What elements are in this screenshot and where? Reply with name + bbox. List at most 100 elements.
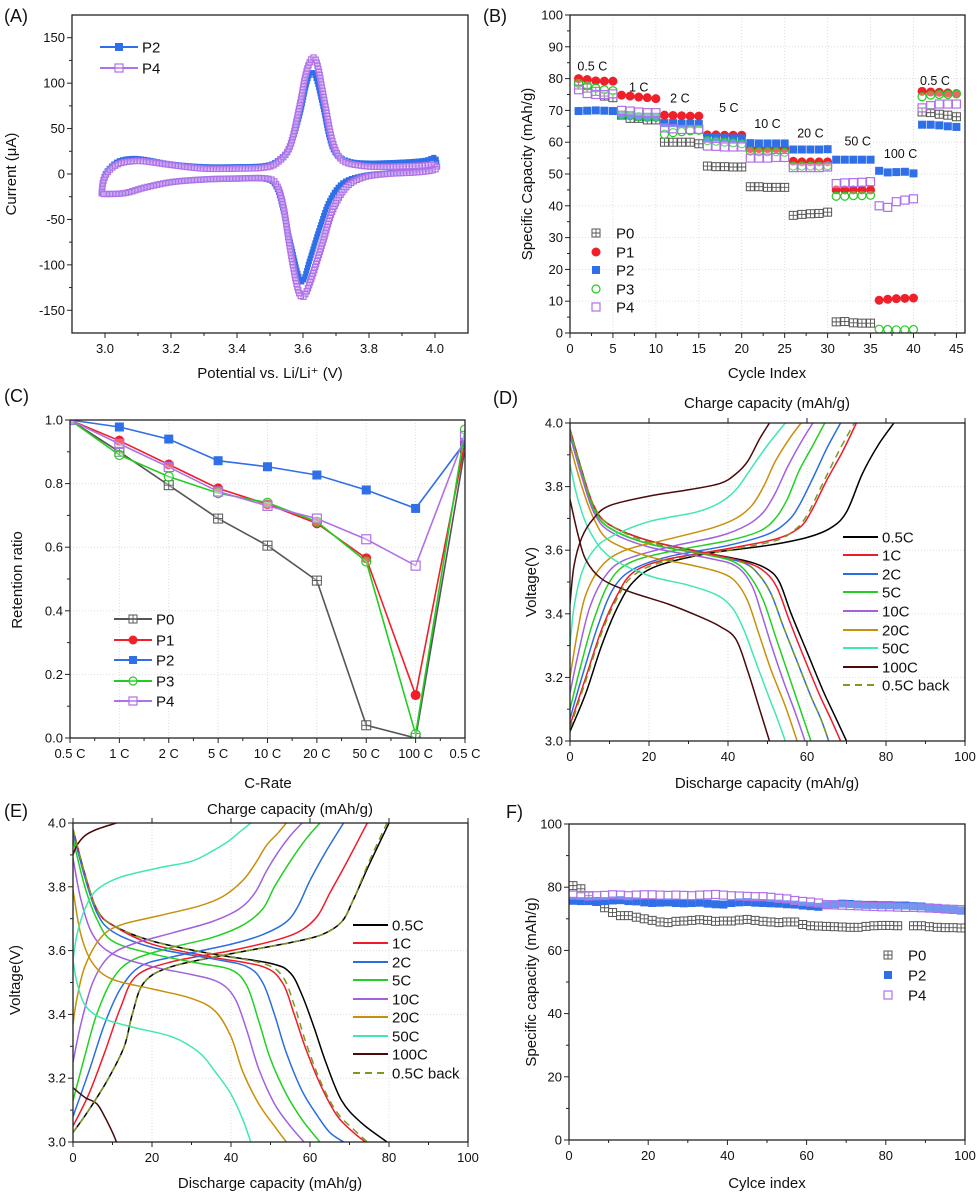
- point-marker: [845, 900, 855, 911]
- point-marker: [956, 905, 965, 915]
- point-marker: [782, 917, 792, 927]
- point-marker-cross: [616, 911, 625, 920]
- point-marker: [671, 916, 681, 926]
- y-tick-label: 150: [43, 30, 65, 45]
- x-axis-title: Discharge capacity (mAh/g): [675, 775, 859, 792]
- point-marker-cross: [720, 162, 729, 171]
- y-tick-label: 70: [549, 103, 563, 118]
- point-marker: [711, 136, 721, 146]
- point-marker: [218, 164, 224, 170]
- point-marker: [695, 890, 705, 900]
- point-marker-cross: [862, 922, 870, 931]
- series-100c: [570, 423, 771, 741]
- y-tick-label: 0.0: [45, 731, 63, 746]
- point-marker: [591, 106, 600, 115]
- x-tick-label: 0: [69, 1150, 76, 1165]
- point-marker-cross: [814, 922, 823, 931]
- x-tick-label: 1 C: [109, 746, 129, 761]
- point-marker-cross: [703, 916, 712, 925]
- legend-label: P0: [616, 226, 634, 243]
- point-marker-cross: [909, 921, 918, 930]
- rate-annotation: 2 C: [670, 91, 689, 105]
- legend-item: 10C: [353, 992, 420, 1009]
- point-marker: [813, 898, 824, 908]
- point-marker: [814, 163, 824, 173]
- point-marker: [415, 167, 421, 174]
- x-tick-label: 40: [224, 1150, 238, 1165]
- legend-label: 10C: [392, 992, 420, 1009]
- point-marker-cross: [957, 923, 965, 932]
- point-marker: [668, 137, 678, 147]
- legend-label: 100C: [882, 660, 918, 677]
- point-marker: [823, 162, 833, 172]
- point-marker: [296, 273, 302, 279]
- legend-item: 0.5C back: [353, 1066, 460, 1083]
- point-marker: [591, 89, 601, 100]
- point-marker-cross: [943, 111, 952, 120]
- point-marker-cross: [846, 923, 855, 932]
- point-marker: [311, 243, 317, 249]
- point-marker-cross: [935, 110, 944, 119]
- point-marker: [422, 157, 428, 164]
- charge-curve: [73, 823, 388, 1133]
- x-tick-label: 10 C: [254, 746, 281, 761]
- point-marker: [600, 897, 609, 906]
- series-100c: [73, 823, 118, 1142]
- x-tick-label: 50 C: [353, 746, 380, 761]
- point-marker: [908, 902, 919, 913]
- point-marker-cross: [664, 918, 672, 927]
- point-marker: [415, 158, 421, 164]
- point-marker: [916, 921, 926, 931]
- legend-item: 2C: [843, 567, 901, 584]
- point-marker-cross: [854, 923, 863, 932]
- legend-label: P1: [616, 245, 634, 262]
- legend-label: 0.5C back: [882, 678, 950, 695]
- point-marker: [608, 76, 618, 86]
- point-marker: [176, 162, 183, 168]
- point-marker: [573, 85, 584, 95]
- point-marker: [231, 164, 237, 170]
- point-marker: [883, 990, 893, 1000]
- legend-label: 5C: [882, 585, 901, 602]
- point-marker: [227, 164, 234, 170]
- point-marker: [634, 92, 644, 102]
- point-marker: [951, 89, 961, 99]
- plot-area: [70, 420, 465, 738]
- point-marker-cross: [164, 480, 174, 490]
- point-marker: [599, 89, 609, 100]
- point-marker: [309, 249, 315, 255]
- point-marker: [639, 914, 649, 924]
- point-marker: [956, 923, 965, 933]
- point-marker: [838, 899, 847, 908]
- y-axis-title: Current (μA): [3, 133, 20, 216]
- y-tick-label: 100: [541, 8, 563, 23]
- x-axis-title-top: Charge capacity (mAh/g): [207, 801, 373, 818]
- series-50c: [570, 423, 786, 741]
- point-marker: [671, 899, 680, 907]
- point-marker: [686, 119, 695, 128]
- point-marker-cross: [608, 908, 617, 917]
- point-marker: [869, 900, 878, 909]
- charge-curve: [570, 423, 842, 719]
- point-marker: [377, 160, 383, 166]
- point-marker: [719, 142, 730, 152]
- legend-label: 2C: [882, 567, 901, 584]
- point-marker-cross: [640, 914, 649, 923]
- charge-curve: [570, 423, 814, 694]
- charge-curve: [73, 823, 368, 1127]
- point-marker: [591, 76, 601, 86]
- point-marker-cross: [746, 182, 755, 191]
- point-marker: [728, 142, 738, 152]
- series-20c: [73, 823, 287, 1142]
- point-marker: [247, 163, 253, 170]
- y-axis-title: Retention ratio: [9, 531, 26, 629]
- legend-item: P2: [114, 653, 174, 670]
- legend-item: 20C: [353, 1010, 420, 1027]
- point-marker: [659, 110, 669, 120]
- point-marker: [325, 201, 331, 207]
- point-marker: [750, 915, 760, 925]
- y-tick-label: 0.2: [45, 667, 63, 682]
- point-marker: [694, 111, 704, 121]
- point-marker-cross: [797, 210, 806, 219]
- y-tick-label: 0.6: [45, 540, 63, 555]
